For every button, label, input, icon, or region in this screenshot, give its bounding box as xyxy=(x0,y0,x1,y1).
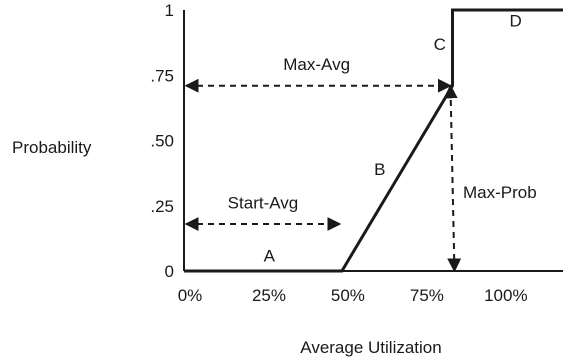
segment-label: D xyxy=(509,11,521,30)
x-tick-label: 75% xyxy=(410,286,444,305)
y-tick-label: .50 xyxy=(150,132,174,151)
segment-label: A xyxy=(264,246,276,265)
axes xyxy=(183,10,563,272)
x-tick-label: 0% xyxy=(178,286,203,305)
y-tick-label: .25 xyxy=(150,197,174,216)
series-layer xyxy=(184,8,563,273)
x-tick-label: 25% xyxy=(252,286,286,305)
segment-label: C xyxy=(434,35,446,54)
x-axis-title: Average Utilization xyxy=(300,338,441,357)
y-axis-title: Probability xyxy=(12,138,92,157)
segment-label: B xyxy=(374,160,385,179)
y-tick-label: 1 xyxy=(165,1,174,20)
x-tick-label: 100% xyxy=(484,286,527,305)
annotations xyxy=(184,78,462,273)
labels: 0 .25 .50 .75 1 0% 25% 50% 75% 100% Probability Ave… xyxy=(12,1,537,357)
y-tick-label: .75 xyxy=(150,66,174,85)
series-line xyxy=(184,8,563,273)
x-tick-label: 50% xyxy=(331,286,365,305)
annotation-label: Start-Avg xyxy=(228,193,299,212)
annotation-label: Max-Avg xyxy=(283,55,350,74)
annotation-arrow xyxy=(443,84,462,273)
annotation-label: Max-Prob xyxy=(463,183,537,202)
y-tick-label: 0 xyxy=(165,262,174,281)
